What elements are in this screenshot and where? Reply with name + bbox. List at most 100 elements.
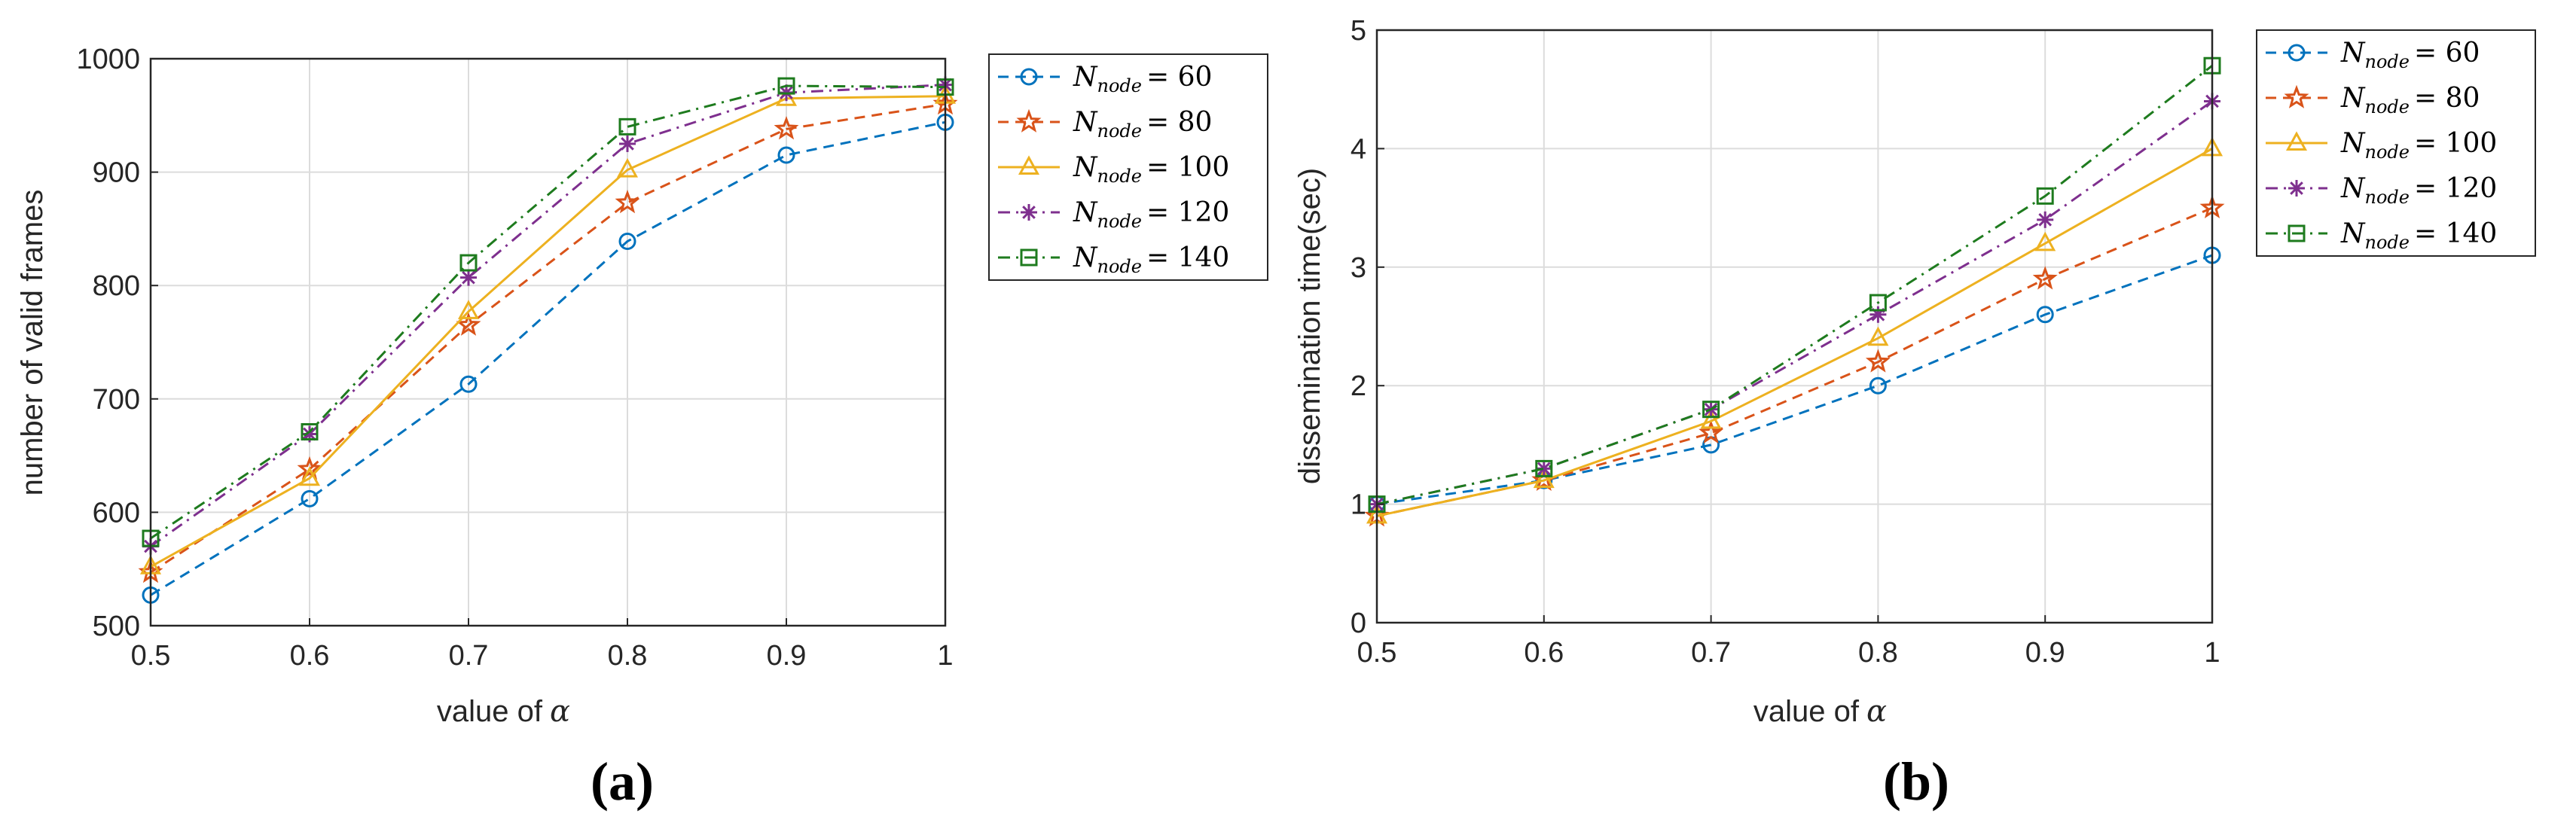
data-point	[301, 422, 319, 440]
legend-label: Nnode = 60	[2340, 38, 2480, 72]
data-point	[1867, 326, 1889, 346]
legend-entry: Nnode = 60	[2266, 38, 2480, 72]
data-point	[2037, 211, 2054, 228]
y-tick-label: 5	[1351, 15, 1366, 47]
x-tick-label: 0.9	[767, 640, 807, 672]
data-point	[618, 117, 636, 136]
y-tick-label: 4	[1351, 133, 1366, 165]
data-point	[457, 300, 480, 319]
x-tick-label: 0.7	[449, 640, 489, 672]
data-point	[2036, 187, 2054, 205]
x-tick-label: 0.6	[290, 640, 330, 672]
x-axis-label-a: value of	[437, 695, 543, 728]
x-tick-label: 0.6	[1524, 637, 1564, 669]
legend-marker	[2288, 44, 2306, 62]
legend-label: Nnode = 120	[2340, 173, 2497, 208]
y-tick-label: 800	[93, 270, 140, 302]
chart-b: 0.5 0.6 0.7 0.8 0.9 1 0 1 2 3 4 5 value of α dissem…	[1293, 15, 2536, 812]
series-layer-a	[138, 76, 958, 604]
data-point	[618, 232, 636, 250]
ticks-a: 0.5 0.6 0.7 0.8 0.9 1 500 600 700 800 900 1000	[76, 44, 953, 672]
data-point	[460, 269, 477, 286]
x-tick-label: 1	[937, 640, 953, 672]
legend-label: Nnode = 80	[2340, 83, 2480, 117]
y-tick-label: 2	[1351, 370, 1366, 402]
x-axis-symbol-a: α	[550, 694, 570, 729]
legend-marker	[1018, 155, 1040, 175]
data-point	[616, 157, 639, 178]
legend-label: Nnode = 60	[1073, 62, 1212, 96]
y-tick-label: 1000	[76, 44, 140, 75]
plot-area-a	[151, 59, 945, 626]
legend-entry: Nnode = 140	[998, 242, 1229, 277]
panel-label-b: (b)	[1883, 751, 1949, 812]
data-point	[459, 254, 478, 272]
series-line-100	[150, 95, 946, 568]
legend-entry: Nnode = 60	[998, 62, 1212, 96]
data-point	[2034, 231, 2056, 251]
legend-label: Nnode = 100	[2340, 128, 2497, 163]
legend-marker	[1020, 248, 1038, 267]
ticks-b: 0.5 0.6 0.7 0.8 0.9 1 0 1 2 3 4 5	[1351, 15, 2220, 669]
data-point	[1535, 460, 1552, 477]
data-point	[777, 146, 795, 164]
data-point	[456, 312, 481, 336]
data-point	[2032, 266, 2058, 290]
data-point	[777, 77, 795, 95]
data-point	[1535, 459, 1553, 477]
data-point	[1699, 419, 1724, 444]
y-tick-label: 900	[93, 157, 140, 189]
legend-label: Nnode = 120	[1073, 197, 1229, 232]
legend-b: Nnode = 60 Nnode = 80 Nnode = 100 Nnode = 120 Nn…	[2256, 29, 2536, 257]
series-line-100	[1376, 148, 2213, 517]
legend-marker	[2284, 84, 2309, 108]
x-axis-label-b: value of	[1753, 695, 1860, 728]
data-point	[615, 190, 640, 214]
x-tick-label: 0.5	[1357, 637, 1397, 669]
axes-box-b	[1375, 29, 2214, 624]
legend-marker	[2288, 180, 2305, 197]
y-tick-label: 1	[1351, 489, 1366, 521]
legend-entry: Nnode = 80	[998, 107, 1212, 142]
data-point	[1533, 468, 1555, 489]
legend-entry: Nnode = 100	[998, 152, 1229, 187]
data-point	[2036, 306, 2054, 324]
x-tick-label: 0.7	[1691, 637, 1731, 669]
data-point	[1869, 294, 1887, 312]
legend-label: Nnode = 140	[2340, 218, 2497, 253]
series-line-140	[150, 84, 946, 540]
legend-label: Nnode = 80	[1073, 107, 1212, 142]
legend-entry: Nnode = 120	[2266, 173, 2497, 208]
legend-marker	[1020, 68, 1038, 86]
legend-label: Nnode = 100	[1073, 152, 1229, 187]
x-tick-label: 0.5	[131, 640, 171, 672]
data-point	[1702, 401, 1720, 419]
data-point	[301, 489, 319, 507]
y-axis-label-b: dissemination time(sec)	[1293, 168, 1326, 484]
data-point	[459, 375, 478, 393]
y-tick-label: 3	[1351, 252, 1366, 284]
legend-entry: Nnode = 120	[998, 197, 1229, 232]
panel-label-a: (a)	[591, 751, 654, 812]
y-tick-label: 500	[93, 611, 140, 642]
legend-marker	[2285, 131, 2308, 151]
data-point	[1700, 409, 1722, 429]
legend-entry: Nnode = 100	[2266, 128, 2497, 163]
legend-entry: Nnode = 80	[2266, 83, 2480, 117]
x-tick-label: 1	[2204, 637, 2220, 669]
legend-marker	[1021, 204, 1037, 221]
data-point	[774, 116, 799, 140]
series-line-120	[150, 84, 946, 547]
y-tick-label: 700	[93, 384, 140, 416]
legend-a: Nnode = 60 Nnode = 80 Nnode = 100 Nnode = 120 Nn…	[988, 53, 1268, 281]
data-point	[298, 466, 321, 486]
legend-label: Nnode = 140	[1073, 242, 1229, 277]
x-tick-label: 0.9	[2025, 637, 2065, 669]
series-line-60	[150, 120, 946, 596]
series-line-60	[1376, 254, 2213, 506]
x-tick-label: 0.8	[608, 640, 648, 672]
x-axis-symbol-b: α	[1866, 694, 1887, 729]
x-tick-label: 0.8	[1858, 637, 1898, 669]
legend-marker	[1016, 108, 1042, 133]
plot-area-b	[1377, 30, 2212, 623]
